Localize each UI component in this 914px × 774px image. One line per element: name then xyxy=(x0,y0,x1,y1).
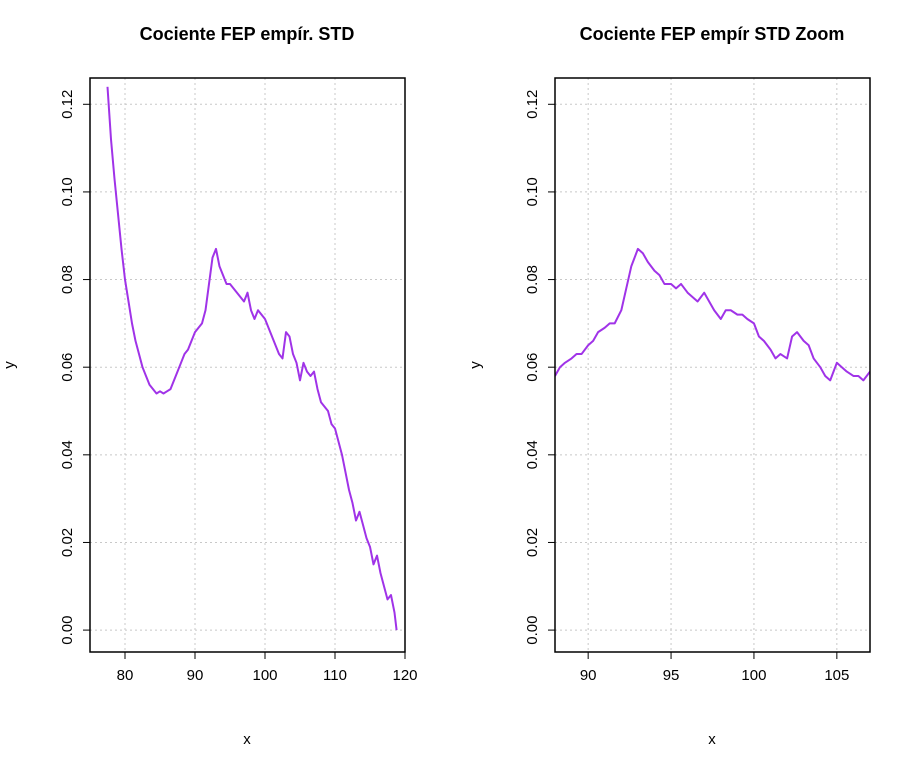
y-tick-label: 0.00 xyxy=(524,615,541,644)
series-line xyxy=(106,86,398,631)
chart-title: Cociente FEP empír STD Zoom xyxy=(580,24,845,44)
x-tick-label: 110 xyxy=(323,667,347,684)
y-tick-label: 0.00 xyxy=(59,615,76,644)
plot-frame xyxy=(89,77,406,653)
x-tick-label: 90 xyxy=(580,667,597,684)
x-tick-label: 90 xyxy=(187,667,204,684)
y-tick-label: 0.10 xyxy=(524,177,541,206)
x-tick-label: 120 xyxy=(392,667,417,684)
y-tick-label: 0.04 xyxy=(59,440,76,469)
plot-frame xyxy=(554,77,871,653)
x-tick-label: 105 xyxy=(824,667,849,684)
chart-title: Cociente FEP empír. STD xyxy=(140,24,355,44)
y-tick-label: 0.08 xyxy=(59,265,76,294)
x-axis-label: x xyxy=(708,731,716,748)
y-tick-label: 0.02 xyxy=(59,528,76,557)
y-tick-label: 0.10 xyxy=(59,177,76,206)
series-line xyxy=(555,247,870,382)
chart-panel-2: 90 95 100 105 0.00 0.02 0.04 0.06 0.08 0.10 0.12 Co… xyxy=(467,24,871,748)
x-tick-label: 80 xyxy=(117,667,134,684)
y-tick-label: 0.12 xyxy=(524,90,541,119)
x-axis-label: x xyxy=(243,731,251,748)
x-tick-label: 100 xyxy=(252,667,277,684)
y-tick-label: 0.04 xyxy=(524,440,541,469)
x-tick-label: 95 xyxy=(663,667,680,684)
y-tick-label: 0.02 xyxy=(524,528,541,557)
y-tick-label: 0.06 xyxy=(59,353,76,382)
chart-panel-1: 80 90 100 110 120 0.00 0.02 0.04 0.06 0.08 0.10 0.1… xyxy=(1,24,418,748)
y-tick-label: 0.06 xyxy=(524,353,541,382)
y-axis-label: y xyxy=(467,361,484,369)
y-tick-label: 0.12 xyxy=(59,90,76,119)
y-tick-label: 0.08 xyxy=(524,265,541,294)
y-axis-label: y xyxy=(1,361,18,369)
x-tick-label: 100 xyxy=(741,667,766,684)
